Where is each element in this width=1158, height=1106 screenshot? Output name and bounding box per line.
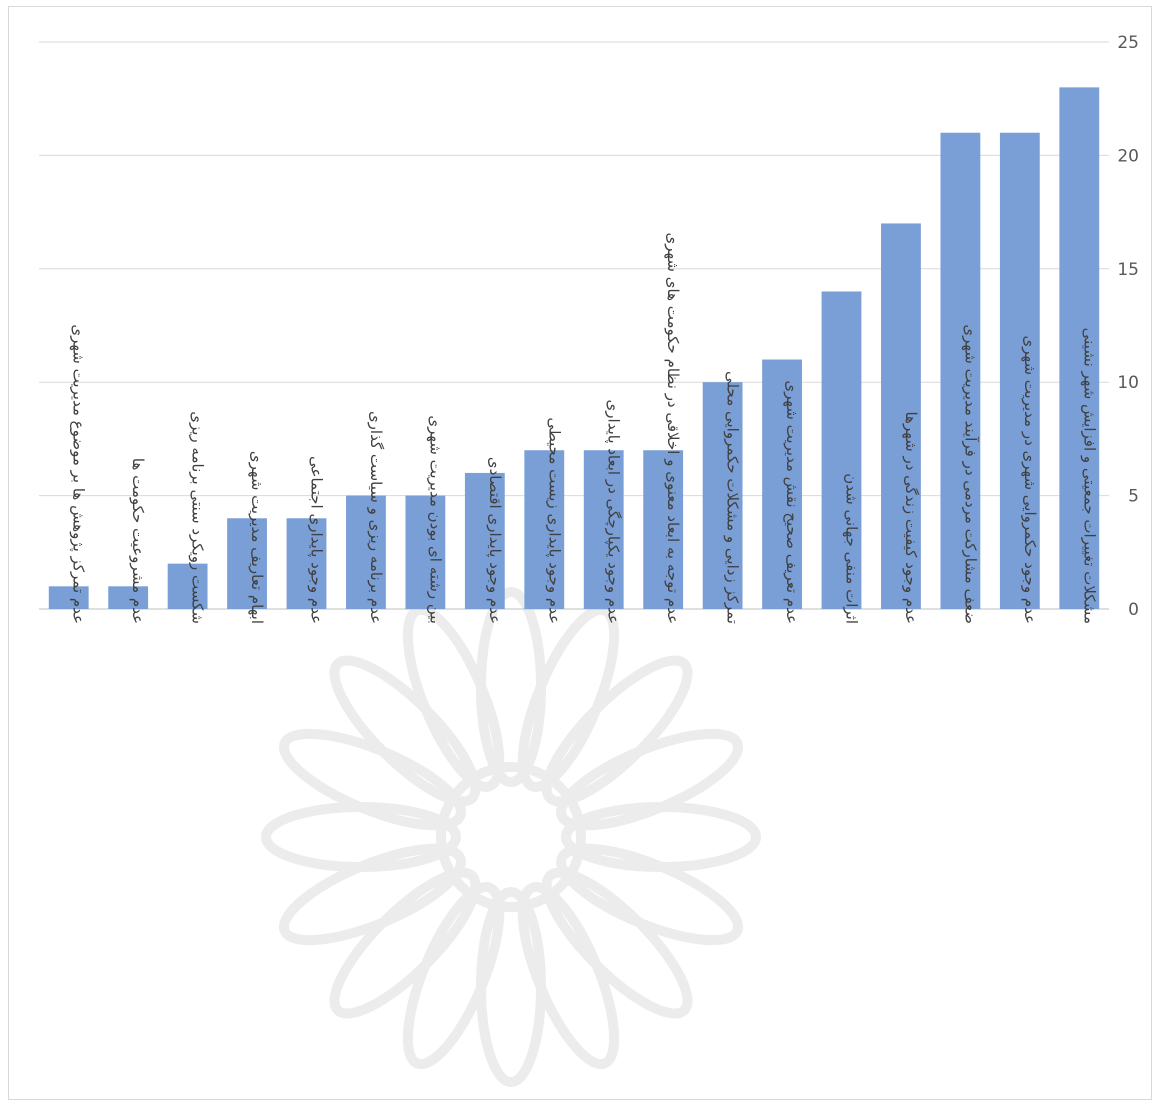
y-tick-label: 20 (1117, 146, 1139, 166)
bar (881, 223, 921, 609)
y-tick-label: 25 (1117, 33, 1139, 53)
x-tick-label: عدم وجود یکپارچگی در ابعاد پایداری (604, 400, 623, 624)
x-tick-label: اثرات منفی جهانی شدن (843, 473, 861, 624)
y-tick-label: 0 (1128, 600, 1139, 620)
x-tick-label: عدم وجود پایداری زیست محیطی (544, 417, 563, 624)
bar (999, 132, 1040, 609)
bar (346, 495, 386, 609)
bars (48, 87, 1100, 610)
bar (643, 450, 684, 609)
bar (940, 132, 981, 609)
x-tick-label: عدم توجه به ابعاد معنوی و اخلاقی در نظام… (664, 232, 682, 624)
bar (821, 291, 862, 609)
y-tick-label: 15 (1117, 260, 1139, 280)
chart-frame: 0 5 10 15 20 25 عدم تمرکز پژوهش ها بر موضوع م… (8, 6, 1152, 1100)
x-tick-label: عدم برنامه ریزی و سیاست گذاری (367, 411, 385, 624)
x-tick-label: عدم تمرکز پژوهش ها بر موضوع مدیریت شهری (69, 324, 88, 624)
y-axis-ticks: 0 5 10 15 20 25 (1117, 33, 1139, 620)
bar (1059, 87, 1100, 610)
x-tick-label: عدم وجود پایداری اقتصادی (485, 457, 504, 624)
bar (524, 450, 565, 609)
bar (108, 586, 149, 609)
x-tick-label: عدم تعریف صحیح نقش مدیریت شهری (783, 380, 801, 624)
x-tick-label: مشکلات تغییرات جمعیتی و افزایش شهر نشینی (1080, 328, 1098, 624)
x-tick-label: عدم وجود کیفیت زندگی در شهرها (902, 411, 920, 624)
watermark-emblem (261, 587, 761, 1087)
x-tick-label: ابهام تعاریف مدیریت شهری (248, 451, 266, 624)
bar (405, 495, 446, 609)
bar (227, 518, 267, 609)
gridlines (39, 41, 1109, 610)
x-tick-label: عدم وجود حکمروایی شهری در مدیریت شهری (1021, 336, 1039, 624)
x-tick-label: عدم مشروعیت حکومت ها (129, 458, 147, 624)
x-tick-label: شکست رویکرد سنتی برنامه ریزی (189, 411, 207, 624)
bar (762, 359, 802, 609)
bar (167, 563, 208, 609)
bar-chart: 0 5 10 15 20 25 عدم تمرکز پژوهش ها بر موضوع م… (39, 33, 1139, 1087)
y-tick-label: 5 (1128, 487, 1139, 507)
x-tick-label: عدم وجود پایداری اجتماعی (307, 456, 326, 624)
x-tick-label: بین رشته ای بودن مدیریت شهری (426, 415, 444, 624)
x-tick-label: ضعف مشارکت مردمی در فرآیند مدیریت شهری (961, 324, 979, 624)
bar (286, 518, 327, 609)
y-tick-label: 10 (1117, 373, 1139, 393)
x-axis-labels: عدم تمرکز پژوهش ها بر موضوع مدیریت شهری ع… (69, 232, 1099, 624)
bar (583, 450, 624, 609)
x-tick-label: تمرکز زدایی و مشکلات حکمروایی محلی (724, 371, 742, 624)
bar (702, 382, 743, 609)
bar (48, 586, 89, 609)
bar (464, 472, 505, 609)
